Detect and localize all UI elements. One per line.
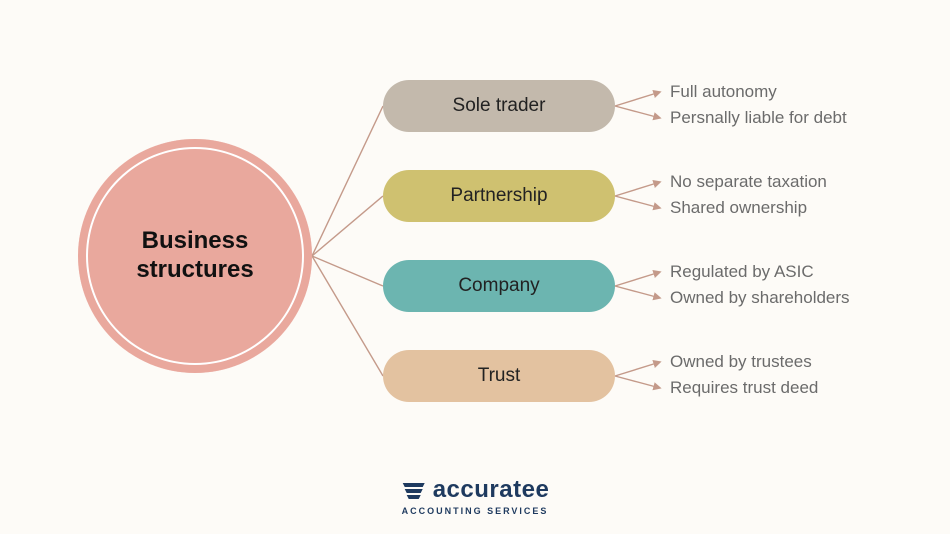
detail-text: Shared ownership (670, 198, 807, 218)
detail-text: No separate taxation (670, 172, 827, 192)
detail-text: Persnally liable for debt (670, 108, 847, 128)
detail-text: Owned by shareholders (670, 288, 850, 308)
center-node: Business structures (78, 139, 312, 373)
structure-pill: Partnership (383, 170, 615, 222)
structure-pill: Trust (383, 350, 615, 402)
structure-pill: Sole trader (383, 80, 615, 132)
structure-pill: Company (383, 260, 615, 312)
detail-text: Regulated by ASIC (670, 262, 814, 282)
detail-text: Full autonomy (670, 82, 777, 102)
brand-logo: accuratee ACCOUNTING SERVICES (401, 476, 550, 516)
wing-icon (401, 479, 427, 501)
infographic-canvas: accuratee ACCOUNTING SERVICES Business s… (0, 0, 950, 534)
logo-subtitle: ACCOUNTING SERVICES (402, 506, 549, 516)
logo-name: accuratee (433, 476, 550, 504)
detail-text: Requires trust deed (670, 378, 818, 398)
detail-text: Owned by trustees (670, 352, 812, 372)
